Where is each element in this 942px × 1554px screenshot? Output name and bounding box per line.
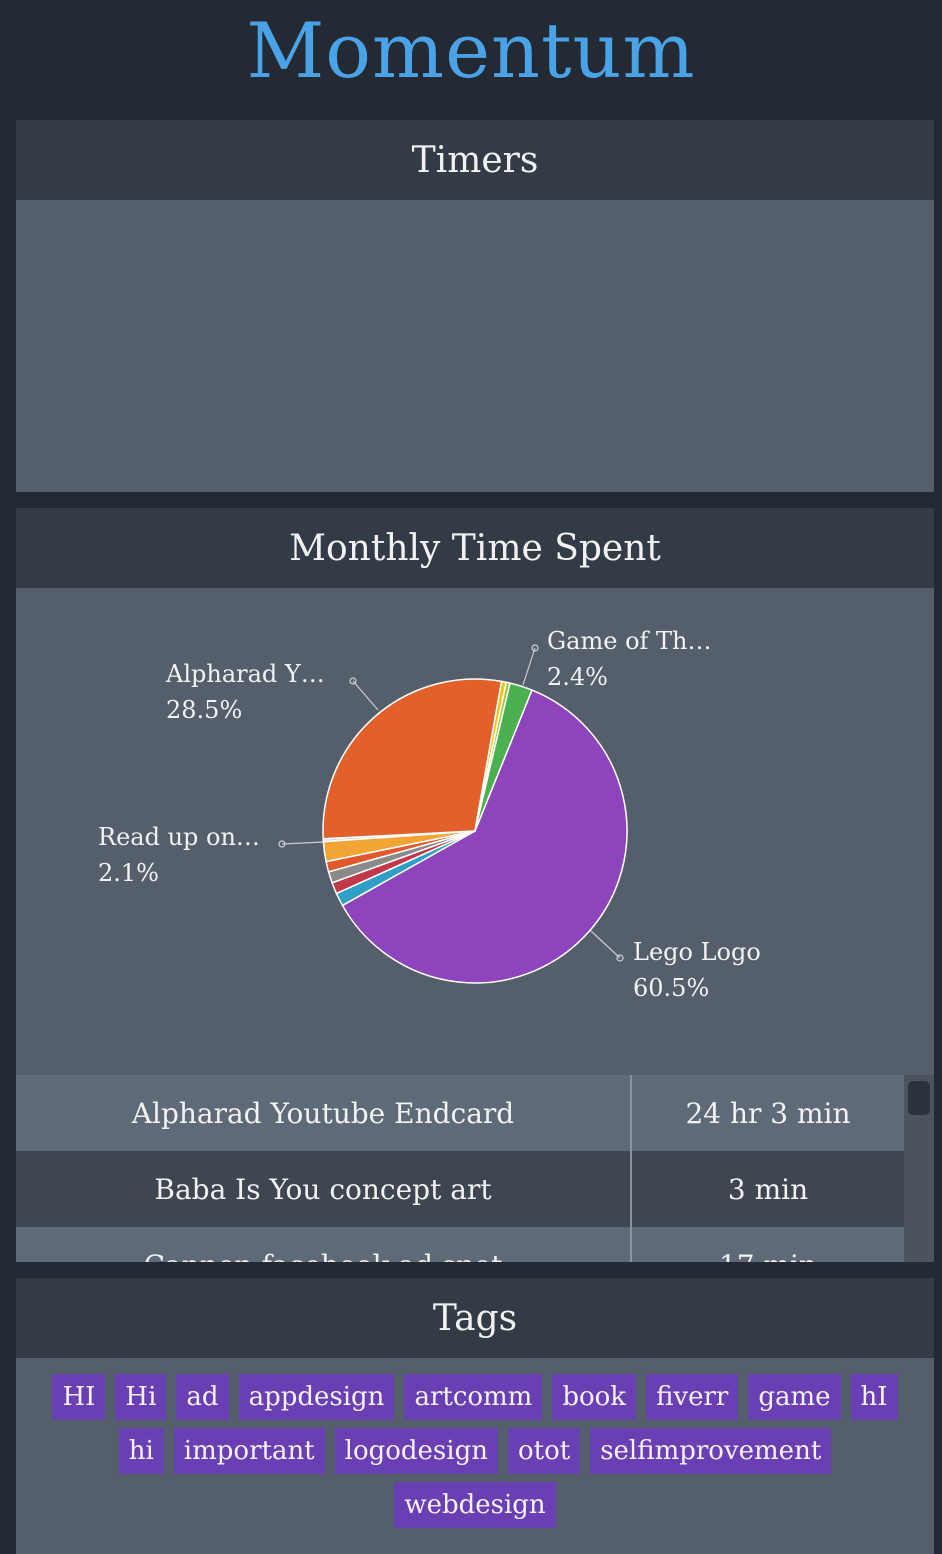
table-scroll-thumb[interactable] — [908, 1081, 930, 1115]
pie-slice-label: Alpharad Y… — [165, 660, 325, 688]
pie-label-dot — [531, 644, 539, 652]
tag-chip[interactable]: book — [552, 1374, 637, 1420]
tag-chip[interactable]: HI — [52, 1374, 106, 1420]
pie-label-dot — [616, 954, 624, 962]
table-cell-duration: 17 min — [632, 1227, 904, 1263]
tag-chip[interactable]: game — [748, 1374, 841, 1420]
pie-slice[interactable] — [322, 678, 503, 840]
tags-heading: Tags — [16, 1278, 934, 1358]
pie-label-dot — [278, 840, 286, 848]
table-cell-name: Baba Is You concept art — [16, 1151, 632, 1227]
pie-label-connector — [352, 680, 379, 711]
tag-chip[interactable]: hI — [850, 1374, 898, 1420]
tag-chip[interactable]: Hi — [115, 1374, 167, 1420]
table-row[interactable]: Cannon facebook ad spot17 min — [16, 1227, 904, 1262]
monthly-pie-chart: Lego Logo 60.5% Read up on… 2.1% Alpharad Y…… — [16, 588, 934, 1074]
pie-label-connector — [281, 841, 325, 845]
pie-slice[interactable] — [341, 689, 628, 984]
table-cell-duration: 3 min — [727, 1172, 809, 1206]
timers-panel: Timers — [16, 120, 934, 492]
table-cell-duration: 24 hr 3 min — [685, 1096, 851, 1130]
tag-chip[interactable]: selfimprovement — [590, 1428, 832, 1474]
pie-slice-label: Read up on… — [98, 823, 260, 851]
pie-label-connector — [522, 647, 536, 686]
tags-panel: Tags HI Hi ad appdesign artcomm book fiverr gam… — [16, 1278, 934, 1554]
tag-chip[interactable]: important — [173, 1428, 325, 1474]
pie-chart-svg: Lego Logo 60.5% Read up on… 2.1% Alpharad Y…… — [98, 627, 761, 1002]
tag-chip[interactable]: hi — [118, 1428, 164, 1474]
table-scrollbar[interactable] — [904, 1075, 934, 1262]
monthly-time-panel: Monthly Time Spent Lego Logo 60.5% Read up… — [16, 508, 934, 1262]
tag-chip[interactable]: logodesign — [334, 1428, 498, 1474]
app-title: Momentum — [246, 6, 696, 95]
tag-chip[interactable]: fiverr — [646, 1374, 739, 1420]
pie-slice-percent: 28.5% — [166, 696, 242, 724]
tag-chip[interactable]: artcomm — [404, 1374, 543, 1420]
pie-label-connector — [590, 930, 621, 959]
table-row[interactable]: Baba Is You concept art 3 min — [16, 1151, 904, 1227]
tag-chip[interactable]: webdesign — [394, 1482, 556, 1528]
time-table[interactable]: Alpharad Youtube Endcard 24 hr 3 min Baba … — [16, 1075, 934, 1262]
table-row[interactable]: Alpharad Youtube Endcard 24 hr 3 min — [16, 1075, 904, 1151]
timers-heading: Timers — [16, 120, 934, 200]
table-cell-name: Cannon facebook ad spot — [16, 1227, 632, 1262]
pie-slice-percent: 60.5% — [633, 974, 709, 1002]
monthly-time-heading: Monthly Time Spent — [16, 508, 934, 588]
tags-list: HI Hi ad appdesign artcomm book fiverr game hI hi… — [16, 1374, 934, 1528]
tag-chip[interactable]: otot — [507, 1428, 581, 1474]
tag-chip[interactable]: appdesign — [238, 1374, 395, 1420]
pie-slice[interactable] — [474, 682, 533, 832]
tag-chip[interactable]: ad — [176, 1374, 229, 1420]
pie-slice-label: Game of Th… — [547, 627, 712, 655]
pie-slice-label: Lego Logo — [633, 938, 761, 966]
pie-slice-percent: 2.1% — [98, 859, 159, 887]
pie-slice-percent: 2.4% — [547, 663, 608, 691]
pie-label-dot — [349, 677, 357, 685]
table-cell-name: Alpharad Youtube Endcard — [16, 1075, 632, 1151]
